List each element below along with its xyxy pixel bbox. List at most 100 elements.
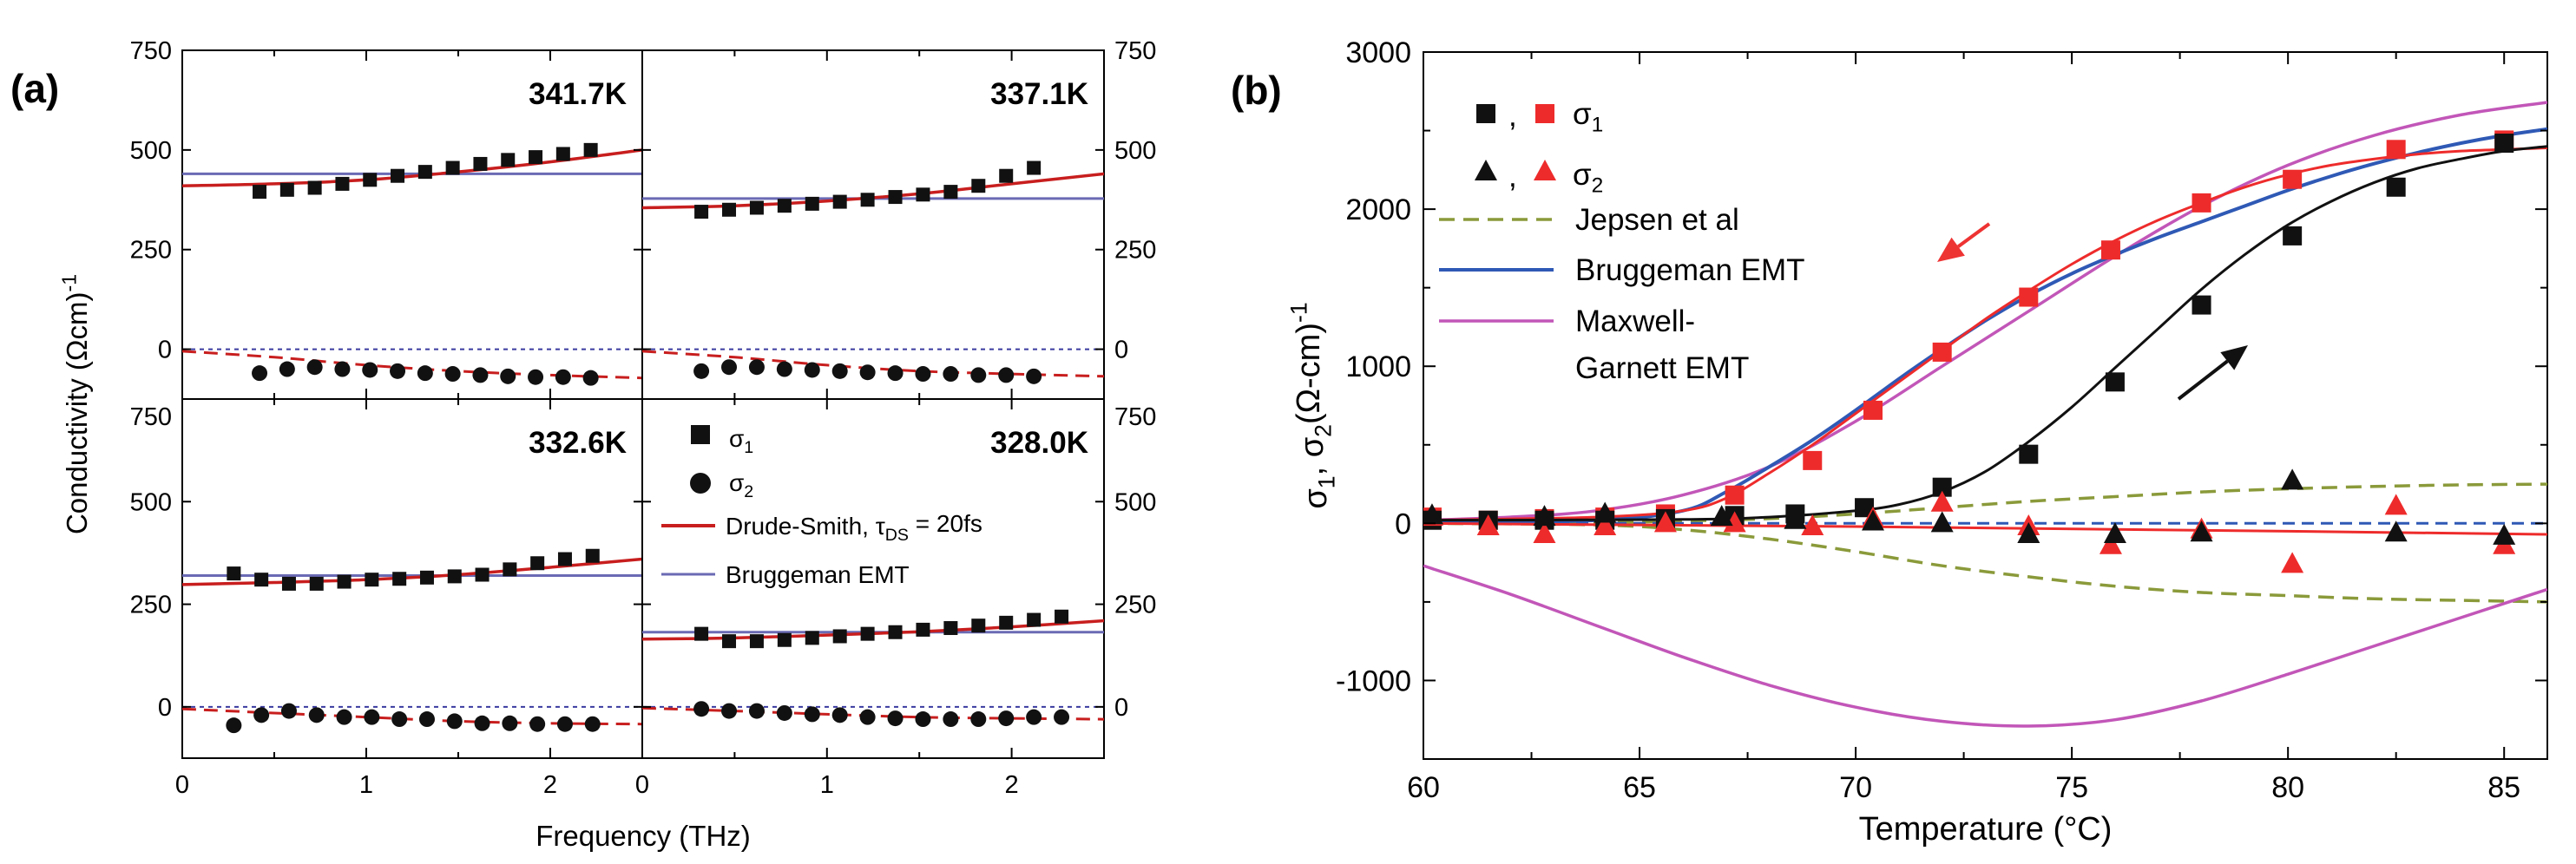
- sigma2-heating-point: [1423, 503, 1443, 525]
- cooling-arrow: [1937, 222, 1991, 262]
- x-tick-label: 0: [635, 771, 649, 799]
- sigma1-cooling-point: [1932, 342, 1952, 362]
- sigma2-heating-point: [2493, 523, 2516, 545]
- sigma1-point: [365, 573, 379, 587]
- legend-sigma1-cooling-marker: [1535, 104, 1554, 123]
- y-tick-label-right: 750: [1114, 403, 1156, 431]
- y-tick-label-right: 750: [1114, 37, 1156, 65]
- legend-sigma2-heating-marker: [1475, 160, 1497, 180]
- sigma2-point: [529, 716, 546, 732]
- legend-maxwell-text-2: Garnett EMT: [1575, 351, 1749, 385]
- sigma2-cooling-point: [1594, 514, 1617, 535]
- sigma1-point: [860, 193, 875, 207]
- legend-bruggeman-text: Bruggeman EMT: [726, 561, 910, 588]
- sigma2-cooling-point: [1930, 490, 1954, 512]
- sigma1-point: [281, 576, 296, 591]
- y-tick-label-right: 0: [1114, 694, 1128, 722]
- sigma1-heating-point: [1855, 498, 1875, 518]
- sigma2-point: [444, 366, 461, 383]
- sigma2-point: [582, 370, 599, 386]
- sigma1-point: [999, 615, 1014, 630]
- sigma2-cooling-point: [1653, 511, 1677, 533]
- x-tick-label: 0: [175, 771, 189, 799]
- sigma2-point: [859, 364, 876, 381]
- sigma2-point: [1026, 709, 1042, 725]
- x-axis-title: Frequency (THz): [536, 820, 751, 852]
- subplot-frame: [641, 398, 1105, 759]
- sigma1-point: [832, 194, 847, 209]
- sigma2-point: [472, 367, 489, 383]
- drude-s2-line: [642, 350, 1104, 378]
- sigma2-point: [362, 362, 378, 378]
- sigma2-point: [555, 369, 571, 385]
- y-tick-label-right: 500: [1114, 137, 1156, 165]
- sigma2-cooling-point: [2099, 533, 2122, 554]
- sigma1-point: [888, 625, 903, 639]
- jepsen-lower-line: [1423, 521, 2547, 604]
- sigma1-heating-point: [2283, 226, 2303, 245]
- sigma1-point: [473, 156, 488, 171]
- cooling-arrow-head: [1937, 237, 1965, 262]
- y-tick-label: -1000: [1336, 664, 1411, 697]
- sigma1-point: [501, 153, 516, 167]
- subplot-plot-area: [182, 142, 642, 386]
- sigma1-heating-point: [1932, 477, 1952, 497]
- sigma1-point: [1055, 609, 1069, 624]
- sigma1-point: [555, 147, 570, 161]
- sigma2-heating-point: [1710, 505, 1733, 527]
- sigma1-point: [337, 574, 352, 589]
- sigma1-heating-point: [2494, 134, 2514, 154]
- sigma2-point: [804, 706, 820, 723]
- y-tick-label: 500: [130, 488, 172, 516]
- sigma2-point: [915, 711, 931, 728]
- legend-a: σ1 σ2 Drude-Smith, τDS = 20fs Bruggeman EMT: [661, 425, 982, 588]
- sigma2-point: [391, 711, 408, 728]
- sigma2-point: [279, 361, 295, 377]
- sigma1-point: [254, 573, 269, 587]
- y-tick-label: 0: [1395, 507, 1411, 540]
- temperature-label: 328.0K: [990, 426, 1088, 460]
- sigma2-point: [831, 363, 848, 379]
- sigma2-point: [970, 711, 987, 728]
- sigma2-point: [226, 717, 242, 734]
- sigma2-heating-point: [1930, 511, 1954, 533]
- sigma2-point: [446, 713, 463, 730]
- legend-sigma2-marker: [690, 473, 711, 494]
- sigma2-point: [859, 709, 876, 725]
- drude-s1-line: [182, 557, 642, 586]
- sigma1-point: [583, 142, 598, 157]
- legend-sigma2-text: σ2: [1573, 158, 1603, 198]
- sigma2-point: [306, 359, 323, 376]
- panel-b: (b) 60 65 70 75 80 85 -1000 0 1000 2000 3000 Tempera…: [1231, 36, 2548, 848]
- drude-s1-line: [182, 148, 642, 187]
- temperature-label: 337.1K: [990, 77, 1088, 111]
- legend-comma-1: ,: [1508, 99, 1517, 133]
- y-tick-label-right: 500: [1114, 488, 1156, 516]
- legend-bruggeman-text: Bruggeman EMT: [1575, 253, 1805, 287]
- sigma2-point: [417, 365, 433, 382]
- y-axis-title: σ1, σ2(Ω-cm)-1: [1285, 302, 1339, 508]
- sigma2-point: [887, 365, 904, 382]
- bruggeman-line: [1423, 127, 2547, 526]
- x-tick-label: 75: [2055, 771, 2088, 804]
- y-tick-label: 250: [130, 592, 172, 619]
- y-tick-label-right: 250: [1114, 237, 1156, 265]
- legend-maxwell-text-1: Maxwell-: [1575, 304, 1695, 338]
- sigma2-point: [748, 359, 765, 376]
- x-tick-label: 80: [2271, 771, 2304, 804]
- sigma2-point: [364, 709, 380, 725]
- sigma1-point: [694, 205, 709, 219]
- sigma2-cooling-point: [1801, 514, 1824, 535]
- sigma2-point: [887, 710, 904, 727]
- sigma1-point: [749, 634, 764, 649]
- sigma2-heating-point: [1862, 509, 1884, 531]
- sigma1-point: [503, 562, 517, 577]
- sigma2-point: [804, 362, 820, 378]
- sigma2-point: [693, 363, 710, 379]
- y-tick-label: 750: [130, 403, 172, 431]
- subplot-341.7K: 341.7K 0 250 500 750: [130, 37, 643, 400]
- sigma1-point: [335, 176, 350, 191]
- sigma2-heating-point: [2017, 522, 2040, 544]
- jepsen-upper-line: [1423, 482, 2547, 526]
